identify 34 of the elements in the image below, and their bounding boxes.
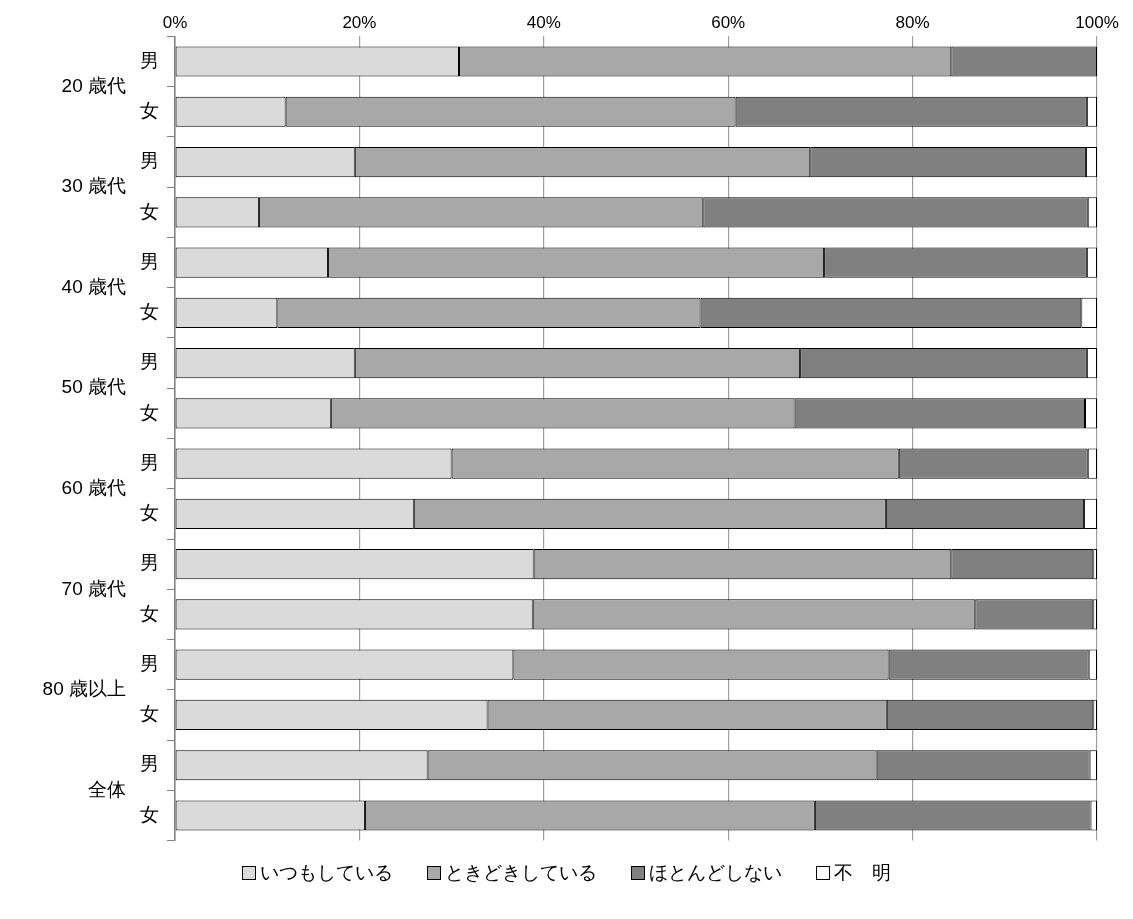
- y-tick-label: 男: [140, 250, 159, 272]
- text: 40 歳代: [61, 275, 126, 297]
- text: 30 歳代: [61, 175, 126, 197]
- legend-label: ときどきしている: [445, 861, 597, 885]
- text: 60 歳代: [61, 477, 126, 498]
- text: 50 歳代: [61, 376, 126, 398]
- x-tick-label: 40%: [526, 12, 561, 32]
- text: 全体: [88, 778, 126, 800]
- y-tick-label: 女: [140, 301, 159, 323]
- legend-label: いつもしている: [260, 861, 393, 885]
- y-tick-label: 女: [140, 703, 159, 725]
- y-tick-label: 女: [140, 200, 159, 222]
- y-tick-label: 女: [140, 602, 159, 624]
- y-tick-label: 男: [140, 552, 159, 574]
- y-tick-label: 女: [140, 401, 159, 423]
- x-tick-label: 80%: [895, 12, 930, 32]
- x-tick-label: 20%: [342, 12, 377, 32]
- x-tick-label: 100%: [1075, 12, 1119, 32]
- y-tick-label: 男: [140, 150, 159, 172]
- y-tick-label: 男: [140, 652, 159, 674]
- x-tick-label: 60%: [711, 12, 746, 32]
- y-tick-label: 女: [140, 803, 159, 825]
- text: 20 歳代: [61, 74, 126, 96]
- y-tick-label: 男: [140, 49, 159, 71]
- y-tick-label: 女: [140, 100, 159, 122]
- y-tick-label: 男: [140, 451, 159, 473]
- legend-label: 不 明: [834, 861, 891, 885]
- y-tick-label: 男: [140, 753, 159, 775]
- text: 70 歳代: [61, 577, 126, 599]
- x-tick-label: 0%: [162, 12, 188, 32]
- y-tick-label: 女: [140, 502, 159, 524]
- text: 80 歳以上: [42, 678, 126, 700]
- legend-label: ほとんどしない: [649, 861, 782, 885]
- y-tick-label: 男: [140, 351, 159, 373]
